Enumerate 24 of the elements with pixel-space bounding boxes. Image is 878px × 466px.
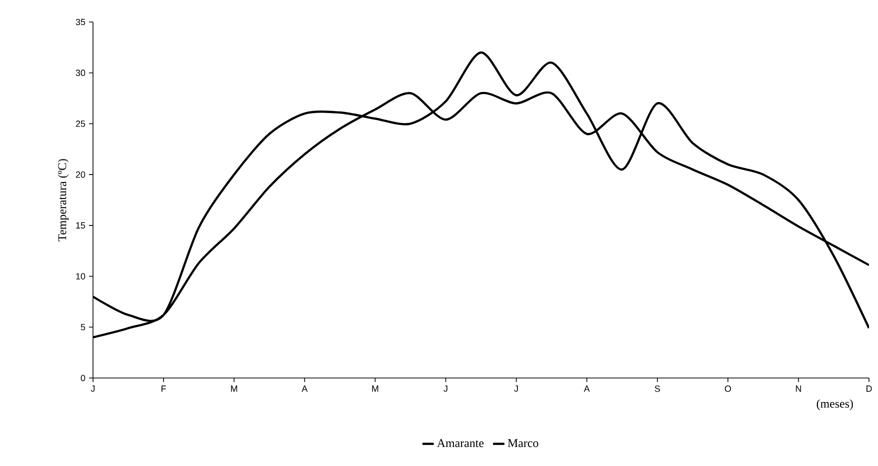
x-tick-label: M	[372, 386, 378, 392]
y-tick-label: 10	[76, 273, 86, 280]
x-tick-label: A	[584, 386, 590, 392]
x-tick-label: J	[90, 386, 95, 392]
y-tick-label: 20	[76, 171, 86, 178]
y-tick-label: 25	[76, 120, 86, 127]
legend-label: Amarante	[436, 439, 484, 448]
x-tick-label: S	[654, 386, 660, 392]
x-tick-label: J	[444, 386, 448, 392]
x-tick-label: O	[724, 386, 731, 392]
x-tick-label: A	[302, 386, 308, 392]
y-tick-label: 35	[76, 18, 86, 26]
x-tick-label: N	[796, 386, 801, 392]
x-tick-label: J	[514, 386, 518, 392]
x-tick-label: F	[162, 386, 166, 392]
y-tick-label: 0	[80, 374, 86, 382]
legend-label: Marco	[508, 439, 538, 448]
y-axis-title: Temperatura (ºC)	[58, 159, 69, 242]
y-tick-label: 5	[80, 324, 86, 330]
x-tick-label: D	[866, 386, 872, 392]
x-axis-title: (meses)	[816, 399, 853, 410]
y-tick-label: 30	[76, 70, 86, 76]
y-tick-label: 15	[76, 222, 86, 229]
x-tick-label: M	[231, 386, 238, 392]
